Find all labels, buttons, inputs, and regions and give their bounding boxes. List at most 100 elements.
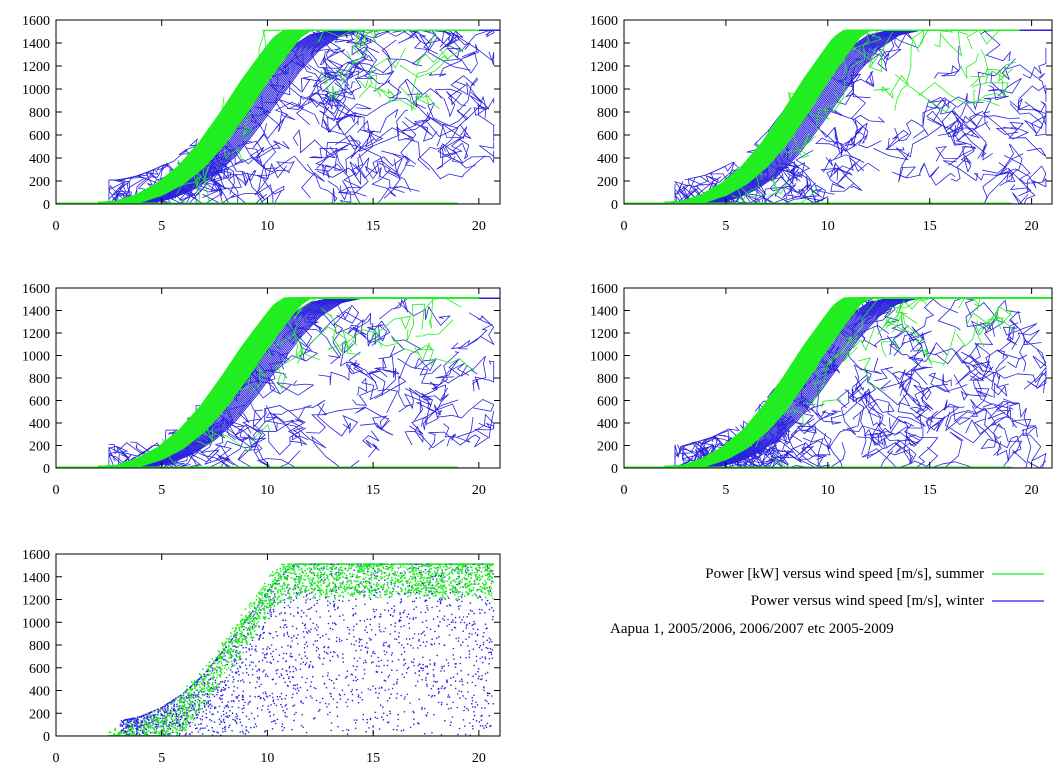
winter-point bbox=[287, 597, 289, 600]
summer-point bbox=[285, 587, 288, 589]
winter-trace bbox=[206, 142, 280, 165]
winter-point bbox=[199, 718, 202, 720]
winter-point bbox=[228, 726, 230, 728]
winter-point bbox=[294, 587, 297, 590]
winter-point bbox=[485, 646, 488, 649]
summer-point bbox=[176, 699, 179, 702]
winter-trace bbox=[443, 423, 456, 447]
winter-trace bbox=[412, 80, 467, 118]
winter-point bbox=[161, 707, 164, 710]
winter-point bbox=[370, 629, 373, 631]
winter-point bbox=[169, 728, 172, 730]
winter-point bbox=[370, 662, 373, 664]
winter-point bbox=[298, 654, 301, 656]
winter-point bbox=[458, 727, 461, 730]
winter-point bbox=[471, 681, 474, 684]
winter-point bbox=[212, 690, 214, 692]
winter-point bbox=[329, 615, 332, 618]
winter-trace bbox=[246, 165, 268, 200]
winter-point bbox=[156, 723, 158, 726]
winter-point bbox=[254, 696, 256, 698]
winter-point bbox=[483, 686, 485, 688]
winter-point bbox=[145, 713, 147, 716]
summer-point bbox=[255, 625, 257, 627]
summer-point bbox=[293, 586, 295, 588]
winter-trace bbox=[320, 83, 356, 108]
winter-point bbox=[380, 716, 383, 718]
winter-point bbox=[477, 670, 479, 673]
winter-point bbox=[242, 695, 244, 697]
summer-point bbox=[476, 589, 478, 592]
winter-point bbox=[394, 625, 396, 628]
winter-point bbox=[250, 661, 253, 663]
winter-point bbox=[172, 708, 175, 711]
winter-point bbox=[450, 707, 452, 709]
summer-point bbox=[255, 633, 257, 636]
summer-trace bbox=[259, 322, 298, 358]
summer-point bbox=[419, 596, 421, 599]
y-tick-label: 1000 bbox=[22, 83, 50, 98]
summer-point bbox=[446, 566, 448, 568]
winter-point bbox=[489, 639, 492, 641]
winter-point bbox=[161, 706, 163, 709]
winter-point bbox=[123, 723, 125, 725]
winter-point bbox=[328, 703, 330, 705]
winter-trace bbox=[982, 111, 1030, 140]
winter-point bbox=[365, 626, 368, 628]
winter-point bbox=[233, 645, 236, 647]
winter-point bbox=[484, 724, 487, 727]
winter-point bbox=[312, 622, 314, 625]
winter-point bbox=[270, 615, 273, 618]
winter-point bbox=[173, 722, 175, 724]
winter-point bbox=[477, 677, 480, 680]
winter-trace bbox=[1009, 184, 1036, 204]
summer-point bbox=[436, 590, 439, 593]
summer-point bbox=[124, 732, 127, 735]
winter-point bbox=[487, 702, 490, 705]
winter-point bbox=[216, 669, 218, 672]
summer-point bbox=[252, 611, 255, 614]
winter-point bbox=[383, 642, 385, 644]
winter-point bbox=[282, 677, 285, 680]
winter-trace bbox=[831, 393, 884, 427]
winter-point bbox=[197, 731, 200, 733]
winter-point bbox=[130, 720, 133, 722]
winter-point bbox=[374, 652, 376, 655]
winter-point bbox=[315, 624, 318, 626]
winter-point bbox=[359, 582, 362, 584]
winter-point bbox=[247, 703, 249, 705]
y-tick-label: 800 bbox=[29, 106, 50, 121]
summer-point bbox=[316, 574, 318, 577]
winter-trace bbox=[345, 103, 399, 133]
summer-point bbox=[425, 581, 428, 583]
winter-point bbox=[419, 644, 422, 647]
winter-point bbox=[324, 702, 327, 705]
summer-trace bbox=[378, 88, 396, 98]
winter-point bbox=[354, 676, 357, 678]
summer-point bbox=[231, 650, 234, 652]
summer-point bbox=[367, 565, 370, 567]
winter-point bbox=[136, 727, 139, 729]
winter-point bbox=[267, 612, 269, 615]
winter-point bbox=[232, 665, 234, 667]
winter-point bbox=[422, 669, 424, 672]
winter-point bbox=[200, 727, 202, 729]
summer-point bbox=[320, 593, 323, 596]
winter-point bbox=[458, 616, 461, 619]
winter-trace bbox=[922, 96, 973, 127]
summer-point bbox=[202, 668, 204, 670]
winter-point bbox=[224, 655, 226, 657]
summer-point bbox=[436, 589, 438, 591]
winter-point bbox=[286, 673, 289, 676]
winter-point bbox=[400, 616, 402, 619]
winter-point bbox=[385, 651, 388, 653]
winter-point bbox=[388, 674, 391, 677]
winter-point bbox=[279, 695, 281, 698]
winter-point bbox=[433, 587, 436, 590]
winter-point bbox=[474, 640, 477, 642]
winter-point bbox=[195, 714, 198, 716]
winter-point bbox=[221, 727, 224, 730]
winter-trace bbox=[909, 297, 959, 335]
winter-point bbox=[478, 675, 480, 678]
winter-point bbox=[467, 691, 469, 693]
